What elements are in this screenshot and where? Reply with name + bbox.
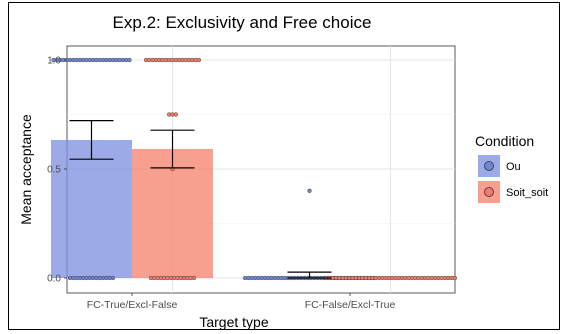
x-tick-label-1: FC-False/Excl-True [305,299,396,311]
x-tick-label-0: FC-True/Excl-False [87,299,178,311]
chart-title: Exp.2: Exclusivity and Free choice [113,13,372,32]
point-2-16 [196,57,202,63]
point-5-13 [191,275,197,281]
x-axis-title: Target type [199,314,268,329]
bar-0-0 [51,140,132,278]
legend-key-point-1 [484,187,494,197]
point-3-2 [173,112,178,117]
point-8-39 [452,275,458,281]
point-6-0 [307,188,312,193]
y-axis-title: Mean acceptance [18,114,34,225]
y-tick-label-0: 0.0 [47,274,61,285]
y-tick-label-2: 1.0 [47,56,61,67]
chart-frame: Exp.2: Exclusivity and Free choice 0.0 0.5… [8,2,560,330]
chart-svg: Exp.2: Exclusivity and Free choice 0.0 0.5… [18,13,548,330]
y-tick-label-1: 0.5 [47,165,61,176]
legend-label-0: Ou [506,161,521,173]
point-1-13 [110,275,116,281]
legend-key-point-0 [484,161,494,171]
point-0-23 [127,57,132,63]
legend-title: Condition [475,133,534,149]
legend-label-1: Soit_soit [506,187,548,199]
